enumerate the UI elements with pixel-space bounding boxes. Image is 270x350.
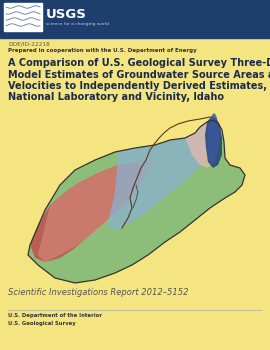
Bar — [4, 3, 42, 31]
Polygon shape — [208, 113, 219, 165]
Polygon shape — [205, 116, 222, 168]
Polygon shape — [38, 158, 155, 262]
Polygon shape — [28, 120, 245, 283]
Text: National Laboratory and Vicinity, Idaho: National Laboratory and Vicinity, Idaho — [8, 92, 224, 103]
Text: A Comparison of U.S. Geological Survey Three-Dimensional: A Comparison of U.S. Geological Survey T… — [8, 58, 270, 68]
Text: U.S. Geological Survey: U.S. Geological Survey — [8, 321, 76, 326]
Text: Scientific Investigations Report 2012–5152: Scientific Investigations Report 2012–51… — [8, 288, 188, 297]
Polygon shape — [108, 122, 210, 230]
Polygon shape — [185, 120, 222, 168]
Text: Prepared in cooperation with the U.S. Department of Energy: Prepared in cooperation with the U.S. De… — [8, 48, 197, 53]
Bar — [0, 0, 270, 38]
Text: DOE/ID-22218: DOE/ID-22218 — [8, 41, 50, 46]
Text: U.S. Department of the Interior: U.S. Department of the Interior — [8, 313, 102, 318]
Polygon shape — [30, 163, 143, 262]
Text: Model Estimates of Groundwater Source Areas and: Model Estimates of Groundwater Source Ar… — [8, 70, 270, 79]
Text: USGS: USGS — [46, 7, 87, 21]
Text: Velocities to Independently Derived Estimates, Idaho: Velocities to Independently Derived Esti… — [8, 81, 270, 91]
Text: science for a changing world: science for a changing world — [46, 22, 109, 26]
